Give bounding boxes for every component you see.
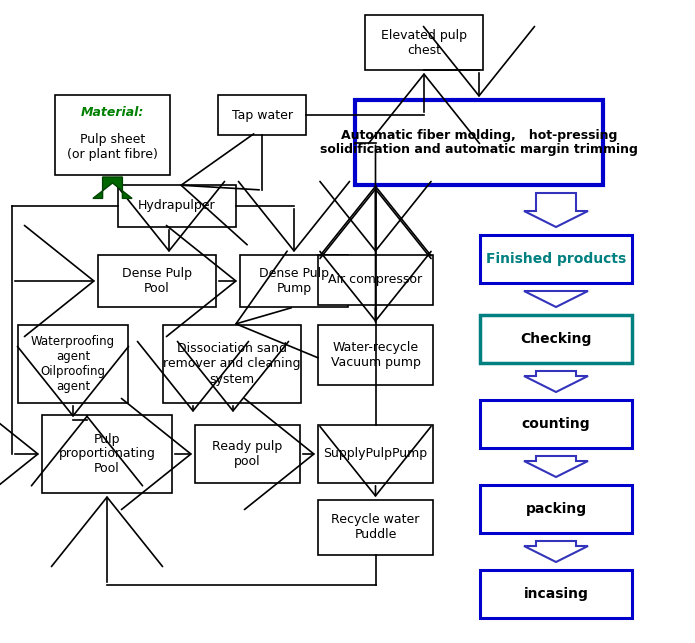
Text: Water-recycle
Vacuum pump: Water-recycle Vacuum pump: [331, 341, 420, 369]
Bar: [480, 400, 632, 448]
Bar: [318, 425, 433, 483]
Text: Tap water: Tap water: [231, 109, 293, 122]
Text: Recycle water
Puddle: Recycle water Puddle: [332, 514, 420, 541]
Polygon shape: [524, 291, 588, 307]
Bar: [480, 485, 632, 533]
Bar: [365, 15, 483, 70]
Text: Checking: Checking: [521, 332, 591, 346]
Bar: [195, 425, 300, 483]
Text: Dense Pulp
Pool: Dense Pulp Pool: [122, 267, 192, 295]
Text: Pulp
proportionating
Pool: Pulp proportionating Pool: [58, 433, 156, 476]
Text: Material:: Material:: [81, 106, 144, 119]
Text: Dense Pulp
Pump: Dense Pulp Pump: [259, 267, 329, 295]
Text: packing: packing: [525, 502, 587, 516]
Bar: [163, 325, 301, 403]
Bar: [55, 95, 170, 175]
Bar: [18, 325, 128, 403]
Text: Elevated pulp
chest: Elevated pulp chest: [381, 28, 467, 57]
Bar: [318, 500, 433, 555]
Bar: [480, 570, 632, 618]
Text: incasing: incasing: [523, 587, 589, 601]
Text: Air compressor: Air compressor: [329, 273, 423, 287]
Bar: [98, 255, 216, 307]
Text: Hydrapulper: Hydrapulper: [138, 199, 216, 212]
Polygon shape: [524, 456, 588, 477]
Text: Automatic fiber molding,   hot-pressing
solidification and automatic margin trim: Automatic fiber molding, hot-pressing so…: [320, 129, 638, 156]
Text: counting: counting: [522, 417, 590, 431]
Bar: [355, 100, 603, 185]
Text: Finished products: Finished products: [486, 252, 626, 266]
Bar: [118, 185, 236, 227]
Polygon shape: [524, 193, 588, 227]
Bar: [318, 325, 433, 385]
Bar: [218, 95, 306, 135]
Bar: [318, 255, 433, 305]
Polygon shape: [524, 371, 588, 392]
Text: SupplyPulpPump: SupplyPulpPump: [323, 448, 427, 460]
Text: Dissociation sand
remover and cleaning
system: Dissociation sand remover and cleaning s…: [163, 343, 301, 386]
Polygon shape: [93, 177, 132, 199]
Bar: [480, 235, 632, 283]
Bar: [480, 315, 632, 363]
Bar: [42, 415, 172, 493]
Text: Waterproofing
agent
Oilproofing
agent: Waterproofing agent Oilproofing agent: [31, 335, 115, 393]
Polygon shape: [524, 541, 588, 562]
Text: Pulp sheet
(or plant fibre): Pulp sheet (or plant fibre): [67, 133, 158, 161]
Text: Ready pulp
pool: Ready pulp pool: [213, 440, 283, 468]
Bar: [240, 255, 348, 307]
